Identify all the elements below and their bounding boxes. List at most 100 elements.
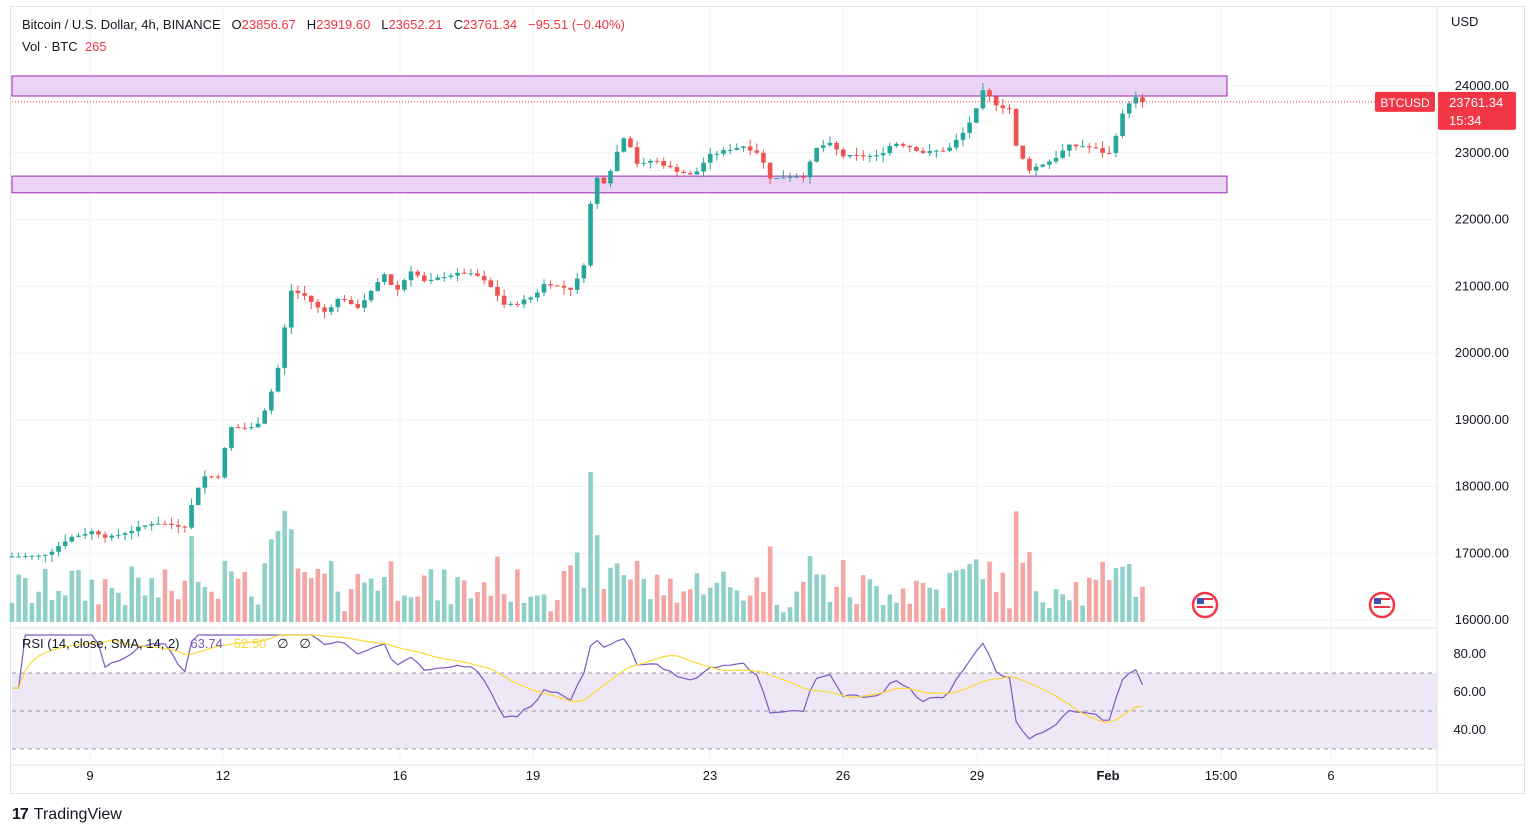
rsi-value: 63.74 — [190, 636, 223, 651]
volume-bar — [441, 569, 447, 622]
symbol-description[interactable]: Bitcoin / U.S. Dollar, 4h, BINANCE — [22, 17, 221, 32]
volume-bar — [348, 589, 354, 622]
candle-body — [1013, 108, 1019, 146]
candle-body — [840, 149, 846, 157]
chart-frame — [10, 6, 1525, 794]
candle-body — [142, 525, 148, 527]
rsi-label[interactable]: RSI (14, close, SMA, 14, 2) — [22, 636, 180, 651]
volume-bar — [661, 595, 666, 622]
candle-body — [328, 307, 334, 312]
volume-bar — [794, 591, 799, 622]
candle-body — [634, 147, 640, 164]
volume-bar — [1007, 608, 1012, 622]
volume-bar — [56, 590, 61, 622]
volume-bar — [23, 577, 28, 622]
high-value: 23919.60 — [316, 17, 371, 32]
volume-bar — [894, 602, 899, 622]
volume-label[interactable]: Vol · BTC — [22, 39, 78, 54]
candle-body — [29, 555, 35, 557]
time-tick-label: 16 — [393, 768, 407, 783]
time-tick-label: 19 — [526, 768, 540, 783]
volume-bar — [269, 539, 274, 622]
volume-bar — [747, 595, 753, 622]
volume-bar — [900, 588, 906, 622]
candle-body — [262, 410, 267, 424]
volume-bar — [1040, 602, 1046, 622]
volume-bar — [162, 569, 168, 622]
candle-body — [754, 150, 760, 153]
volume-bar — [242, 572, 248, 622]
volume-bar — [874, 586, 879, 622]
volume-bar — [322, 573, 327, 622]
volume-bar — [422, 575, 427, 622]
volume-bar — [215, 598, 221, 622]
price-tick-label: 19000.00 — [1455, 412, 1509, 427]
flag-stripe — [1197, 602, 1213, 604]
volume-bar — [302, 571, 307, 622]
candle-body — [249, 427, 254, 429]
volume-bar — [255, 604, 261, 622]
candle-body — [322, 307, 327, 312]
volume-bar — [149, 578, 154, 622]
volume-bar — [448, 604, 454, 622]
candle-body — [129, 531, 134, 534]
volume-bar — [408, 597, 414, 622]
rsi-pane — [12, 627, 1437, 750]
volume-bar — [927, 587, 932, 622]
volume-bar — [395, 600, 400, 622]
candle-body — [136, 526, 141, 532]
candle-body — [641, 162, 647, 164]
candle-body — [847, 154, 853, 157]
candle-body — [9, 556, 15, 558]
candle-body — [954, 139, 959, 148]
volume-bar — [49, 600, 55, 622]
volume-bar — [860, 575, 866, 622]
candle-body — [468, 273, 474, 275]
candle-body — [461, 272, 467, 274]
volume-bar — [528, 596, 533, 622]
candle-body — [255, 423, 261, 428]
volume-bar — [1087, 577, 1092, 622]
candle-body — [767, 162, 773, 179]
volume-bar — [102, 579, 108, 622]
volume-bar — [481, 582, 487, 622]
volume-bar — [362, 582, 367, 622]
volume-bars — [9, 472, 1145, 622]
event-icons[interactable] — [1191, 591, 1396, 619]
time-tick-label: 6 — [1327, 768, 1334, 783]
us-flag-event-icon[interactable] — [1368, 591, 1396, 619]
price-tag — [1438, 91, 1516, 130]
low-value: 23652.21 — [388, 17, 443, 32]
price-tick-label: 16000.00 — [1455, 612, 1509, 627]
volume-bar — [342, 611, 347, 622]
volume-bar — [229, 571, 234, 622]
price-zone — [11, 75, 1228, 97]
volume-bar — [614, 563, 620, 622]
rsi-tick-label: 40.00 — [1453, 722, 1486, 737]
volume-bar — [9, 602, 15, 622]
candle-body — [1000, 105, 1006, 109]
candle-body — [914, 147, 919, 151]
volume-bar — [608, 567, 613, 622]
us-flag-event-icon[interactable] — [1191, 591, 1219, 619]
price-tick-label: 24000.00 — [1455, 78, 1509, 93]
candle-body — [1106, 152, 1112, 154]
time-tick-label: 23 — [703, 768, 717, 783]
candle-body — [574, 278, 580, 290]
candle-body — [89, 531, 95, 535]
tradingview-logo[interactable]: 17 TradingView — [12, 806, 122, 824]
price-tick-label: 21000.00 — [1455, 278, 1509, 293]
tradingview-logo-text: TradingView — [33, 806, 122, 823]
candle-body — [674, 167, 680, 172]
flag-ring — [1191, 591, 1219, 619]
volume-bar — [375, 590, 381, 622]
volume-bar — [834, 586, 839, 622]
volume-bar — [62, 595, 68, 622]
volume-bar — [654, 574, 660, 622]
volume-bar — [1126, 563, 1132, 622]
rsi-extra-2: ∅ — [299, 636, 311, 651]
volume-bar — [588, 472, 593, 622]
volume-bar — [867, 579, 873, 622]
candle-body — [874, 155, 879, 157]
